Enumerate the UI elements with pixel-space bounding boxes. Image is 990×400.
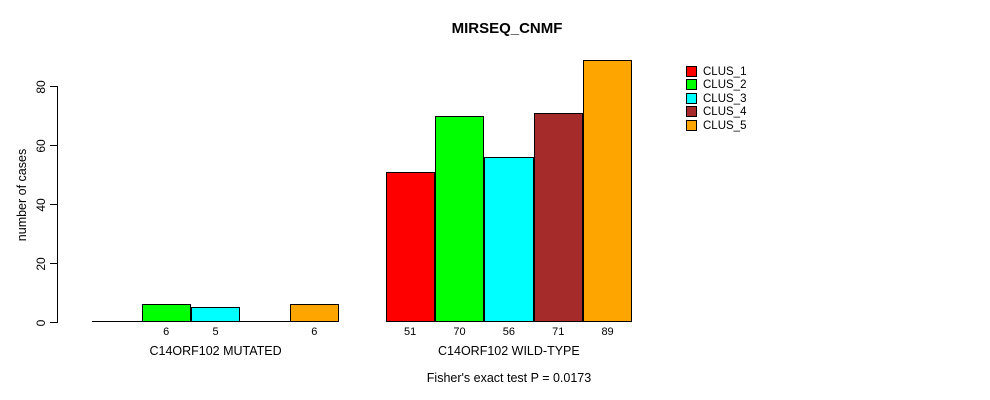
y-axis-label: number of cases <box>15 148 29 242</box>
legend-swatch-clus_5 <box>686 119 697 131</box>
zero-bar-clus_1 <box>92 321 143 322</box>
bar-clus_1 <box>385 171 435 322</box>
y-axis-tick-label: 80 <box>34 80 48 94</box>
annotation-fisher-test: Fisher's exact test P = 0.0173 <box>426 371 592 385</box>
bar-clus_4 <box>533 112 583 322</box>
zero-bar-clus_4 <box>240 321 291 322</box>
y-axis-tick-label: 20 <box>34 256 48 271</box>
y-axis-tick-label: 40 <box>34 198 48 212</box>
bar-value-label: 71 <box>552 326 565 338</box>
bar-clus_5 <box>582 59 633 322</box>
bar-clus_3 <box>484 157 534 322</box>
legend-label-clus_1: CLUS_1 <box>703 66 747 78</box>
y-axis-tick <box>50 86 57 88</box>
legend-swatch-clus_1 <box>686 66 697 77</box>
bar-value-label: 70 <box>453 326 466 338</box>
bar-value-label: 5 <box>212 326 219 338</box>
bar-value-label: 51 <box>404 326 417 338</box>
bar-value-label: 6 <box>311 326 318 338</box>
y-axis-tick <box>50 263 57 265</box>
legend-label-clus_5: CLUS_5 <box>703 119 747 132</box>
legend-label-clus_3: CLUS_3 <box>703 92 747 105</box>
legend-label-clus_2: CLUS_2 <box>703 79 747 92</box>
legend-swatch-clus_3 <box>686 92 697 104</box>
legend-label-clus_4: CLUS_4 <box>703 106 747 119</box>
y-axis-tick <box>50 145 57 147</box>
bar-clus_5 <box>289 304 339 322</box>
bar-clus_3 <box>190 307 241 322</box>
y-axis-tick <box>50 322 57 323</box>
bar-value-label: 6 <box>163 326 170 338</box>
legend-swatch-clus_2 <box>686 79 697 91</box>
legend-swatch-clus_4 <box>686 106 697 118</box>
chart-title: MIRSEQ_CNMF <box>451 20 563 37</box>
category-label: C14ORF102 WILD-TYPE <box>438 344 580 358</box>
bar-clus_2 <box>141 304 191 322</box>
bar-value-label: 56 <box>502 326 515 338</box>
y-axis-tick-label: 0 <box>34 319 48 326</box>
bar-value-label: 89 <box>601 326 614 338</box>
category-label: C14ORF102 MUTATED <box>149 344 282 358</box>
bar-clus_2 <box>434 115 485 322</box>
y-axis-line <box>57 86 58 323</box>
y-axis-tick <box>50 204 57 206</box>
y-axis-tick-label: 60 <box>34 139 48 153</box>
